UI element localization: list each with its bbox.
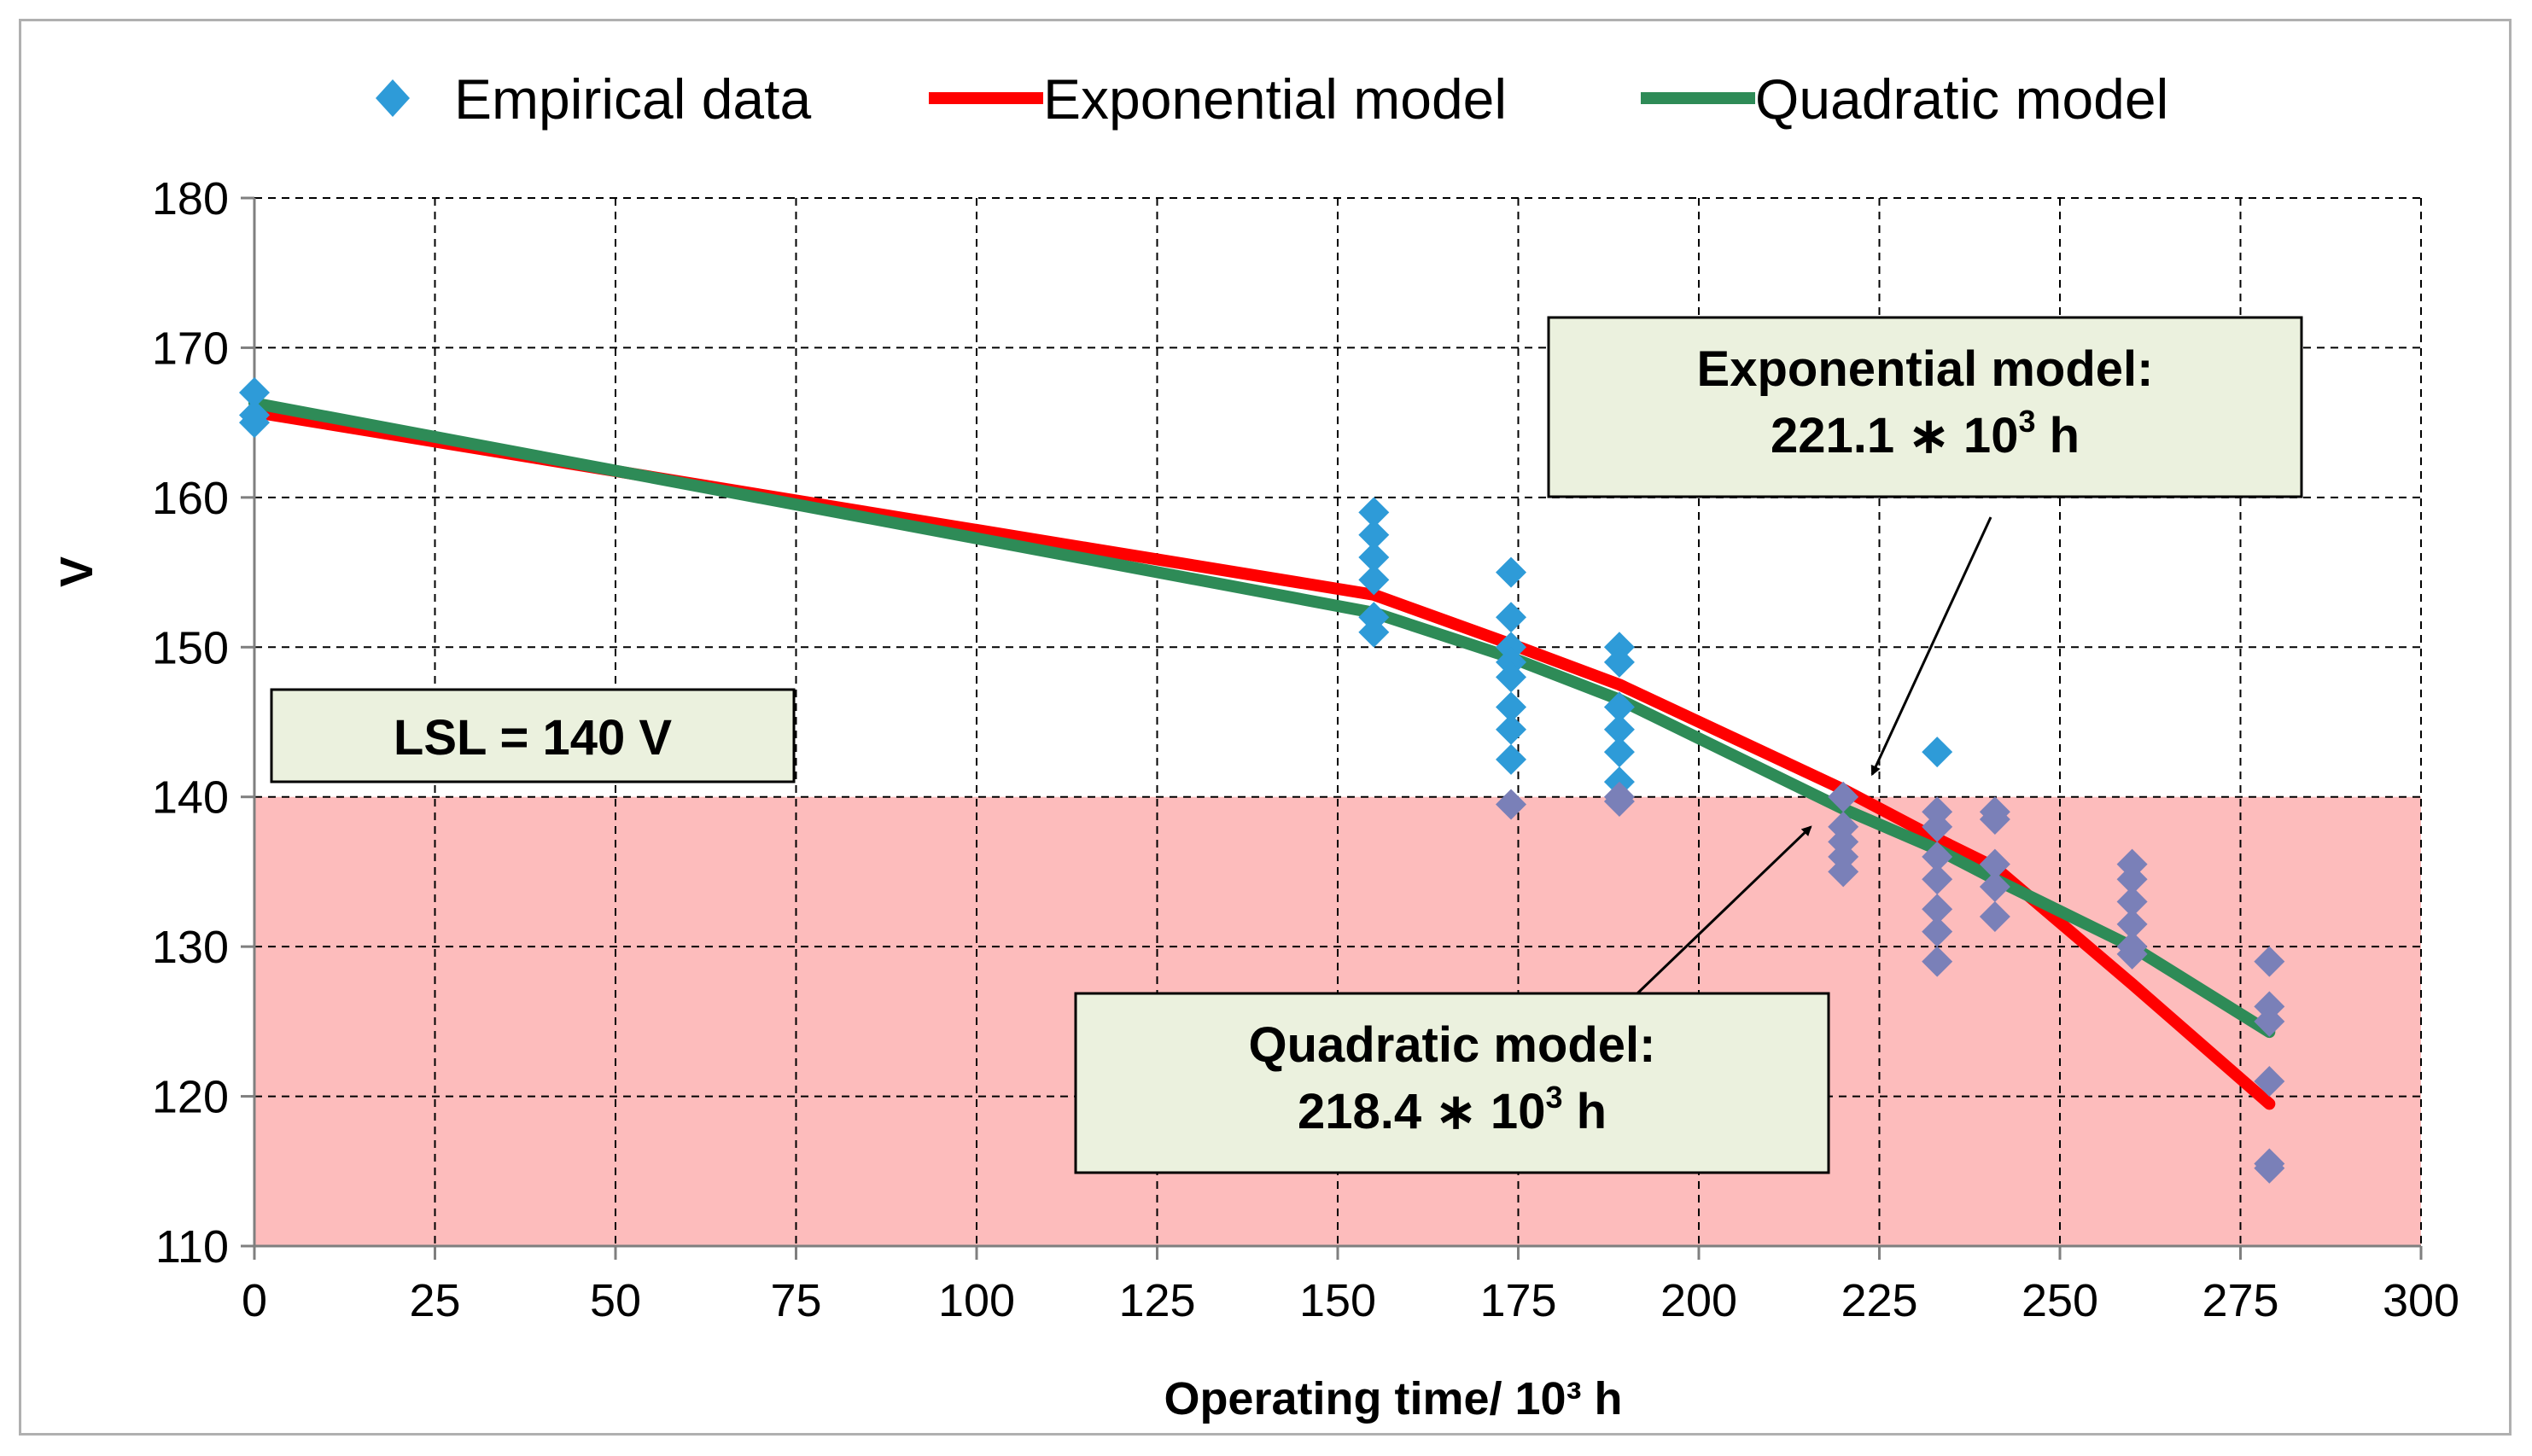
data-point <box>1358 497 1390 528</box>
data-point <box>1358 519 1390 550</box>
x-tick-label: 275 <box>2202 1275 2278 1326</box>
annotation-quadratic-sup: 3 <box>1545 1080 1562 1115</box>
data-point <box>1496 743 1527 775</box>
y-tick-label: 160 <box>152 473 229 524</box>
y-tick-label: 120 <box>152 1072 229 1123</box>
data-point <box>1496 789 1527 820</box>
data-point <box>1358 564 1390 596</box>
x-tick-label: 25 <box>409 1275 460 1326</box>
lsl-label-box: LSL = 140 V <box>270 688 796 783</box>
x-tick-label: 200 <box>1660 1275 1737 1326</box>
data-point <box>1922 841 1953 872</box>
empirical-points <box>239 377 2285 1184</box>
data-point <box>239 377 270 409</box>
data-point <box>1979 901 2010 933</box>
data-point <box>2254 946 2285 977</box>
data-point <box>1603 646 1635 678</box>
data-point <box>1358 616 1390 648</box>
legend-label-empirical: Empirical data <box>454 67 811 131</box>
legend: Empirical data Exponential model Quadrat… <box>376 67 2168 131</box>
data-point <box>2254 1005 2285 1037</box>
x-axis-title: Operating time/ 10³ h <box>1164 1373 1622 1424</box>
data-point <box>1828 856 1859 888</box>
x-tick-label: 75 <box>770 1275 821 1326</box>
legend-marker-empirical <box>376 79 410 117</box>
data-point <box>1603 785 1635 817</box>
x-tick-label: 225 <box>1841 1275 1917 1326</box>
x-tick-label: 50 <box>590 1275 641 1326</box>
data-point <box>1922 864 1953 895</box>
data-point <box>1922 894 1953 925</box>
x-tick-label: 150 <box>1299 1275 1376 1326</box>
annotation-exponential-unit: h <box>2035 408 2080 463</box>
x-tick-label: 300 <box>2383 1275 2459 1326</box>
legend-label-quadratic: Quadratic model <box>1755 67 2168 131</box>
data-point <box>2116 886 2148 917</box>
y-tick-label: 170 <box>152 323 229 374</box>
annotation-quadratic-value: 218.4 ∗ 103 h <box>1298 1080 1607 1139</box>
data-point <box>2254 1152 2285 1184</box>
y-tick-label: 110 <box>155 1221 229 1273</box>
annotation-exponential-value: 221.1 ∗ 103 h <box>1771 404 2080 463</box>
x-tick-label: 0 <box>242 1275 267 1326</box>
data-point <box>1979 848 2010 880</box>
x-tick-label: 250 <box>2022 1275 2098 1326</box>
data-point <box>1979 871 2010 902</box>
y-tick-labels: 110 120 130 140 150 160 170 180 <box>152 173 229 1273</box>
annotation-exponential-title: Exponential model: <box>1697 341 2154 397</box>
data-point <box>1922 946 1953 977</box>
data-point <box>1496 661 1527 693</box>
data-point <box>239 407 270 439</box>
data-point <box>2254 1066 2285 1098</box>
y-tick-label: 140 <box>152 772 229 824</box>
annotation-quadratic-unit: h <box>1562 1084 1607 1139</box>
y-tick-label: 130 <box>152 922 229 973</box>
annotation-exponential-sup: 3 <box>2018 404 2035 439</box>
data-point <box>1496 713 1527 745</box>
x-tick-label: 125 <box>1118 1275 1195 1326</box>
data-point <box>2116 864 2148 895</box>
lsl-label: LSL = 140 V <box>394 710 672 766</box>
x-tick-label: 175 <box>1479 1275 1556 1326</box>
y-axis-title: V <box>51 556 102 587</box>
data-point <box>2116 938 2148 970</box>
x-tick-labels: 0 25 50 75 100 125 150 175 200 225 250 275 300 <box>242 1275 2459 1326</box>
data-point <box>1603 737 1635 768</box>
axis-layer <box>241 196 2423 1260</box>
data-point <box>2116 908 2148 940</box>
data-point <box>1496 602 1527 633</box>
arrow-exponential <box>1870 516 1992 777</box>
legend-label-exponential: Exponential model <box>1043 67 1507 131</box>
data-point <box>1603 713 1635 745</box>
data-point <box>1922 811 1953 842</box>
y-tick-label: 150 <box>152 622 229 673</box>
data-point <box>1603 691 1635 723</box>
annotation-exponential-number: 221.1 ∗ 10 <box>1771 408 2018 463</box>
annotation-exponential: Exponential model: 221.1 ∗ 103 h <box>1547 316 2303 777</box>
data-point <box>1828 781 1859 812</box>
data-point <box>1922 737 1953 768</box>
data-point <box>1358 542 1390 574</box>
annotation-quadratic: Quadratic model: 218.4 ∗ 103 h <box>1074 825 1830 1174</box>
data-point <box>1979 804 2010 836</box>
y-tick-label: 180 <box>152 173 229 224</box>
data-point <box>1922 916 1953 947</box>
annotation-quadratic-title: Quadratic model: <box>1249 1017 1656 1073</box>
x-tick-label: 100 <box>938 1275 1015 1326</box>
data-point <box>1496 556 1527 588</box>
annotation-quadratic-number: 218.4 ∗ 10 <box>1298 1084 1545 1139</box>
arrow-quadratic <box>1636 825 1812 995</box>
data-point <box>1496 691 1527 723</box>
